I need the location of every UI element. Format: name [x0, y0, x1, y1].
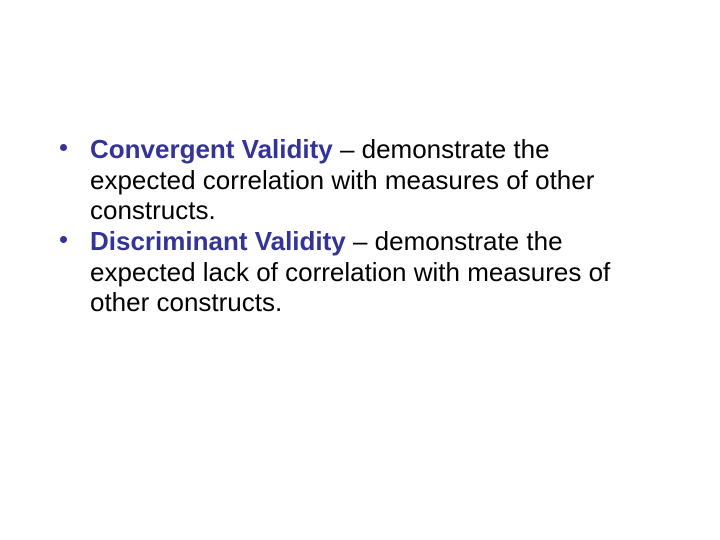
term-discriminant-validity: Discriminant Validity: [90, 226, 353, 256]
bullet-icon: [60, 144, 67, 151]
list-item: Convergent Validity – demonstrate the ex…: [54, 134, 660, 226]
bullet-icon: [60, 236, 67, 243]
slide: Convergent Validity – demonstrate the ex…: [0, 0, 720, 540]
term-convergent-validity: Convergent Validity: [90, 134, 340, 164]
bullet-list: Convergent Validity – demonstrate the ex…: [54, 134, 660, 318]
list-item: Discriminant Validity – demonstrate the …: [54, 226, 660, 318]
